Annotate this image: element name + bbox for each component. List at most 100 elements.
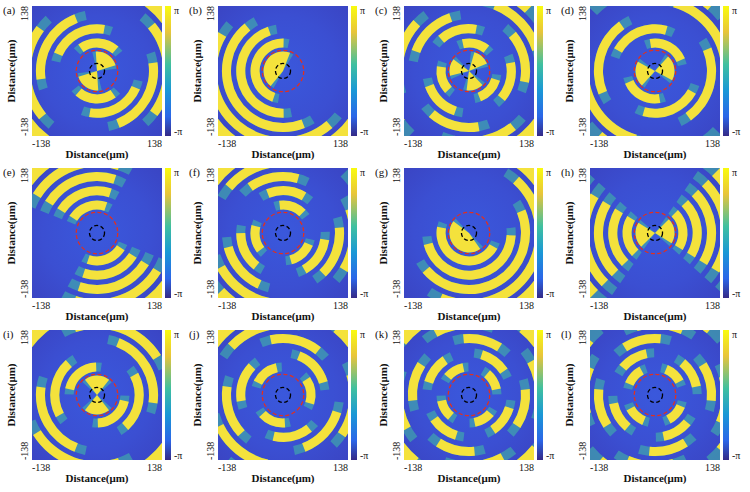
phase-band — [692, 190, 716, 265]
phase-background — [404, 168, 534, 298]
phase-band — [594, 389, 611, 428]
phase-transition — [50, 355, 77, 424]
phase-transition — [265, 420, 318, 442]
phase-band — [635, 62, 655, 86]
phase-transition — [218, 168, 279, 211]
phase-background — [32, 330, 162, 460]
colorbar — [537, 330, 543, 460]
colorbar-tick-label: π — [360, 167, 365, 178]
phase-band — [509, 32, 530, 83]
y-tick-label: 138 — [577, 330, 588, 345]
phase-band — [423, 210, 530, 295]
phase-band — [658, 330, 715, 333]
y-axis-label: Distance(μm) — [563, 39, 576, 102]
phase-transition — [590, 122, 720, 136]
y-tick-label: -138 — [19, 280, 30, 298]
phase-band — [527, 359, 534, 408]
colorbar-tick-label: π — [546, 5, 551, 16]
phase-transition — [427, 169, 534, 298]
x-axis-label: Distance(μm) — [437, 148, 500, 161]
phase-band — [456, 453, 505, 460]
phase-band — [519, 330, 534, 377]
y-tick-label: 138 — [205, 6, 216, 21]
figure: -138 138 -138 138 Distance(μm) Distance(μm) (a… — [0, 0, 750, 492]
phase-transition — [623, 76, 666, 103]
phase-band — [608, 209, 628, 267]
panel-letter: (f) — [189, 166, 200, 179]
y-tick-label: 138 — [19, 168, 30, 183]
x-tick-label: 138 — [147, 300, 162, 311]
x-axis-label: Distance(μm) — [251, 310, 314, 323]
phase-background — [590, 6, 720, 136]
panel-letter: (a) — [3, 4, 16, 17]
x-tick-label: -138 — [32, 300, 50, 311]
colorbar-tick-label: -π — [174, 450, 182, 461]
y-tick-label: 138 — [391, 330, 402, 345]
phase-transition — [330, 360, 348, 447]
plot-area — [590, 330, 720, 460]
aperture-circle — [634, 50, 675, 91]
x-axis-label: Distance(μm) — [251, 148, 314, 161]
phase-band — [218, 330, 242, 383]
phase-transition — [67, 201, 113, 225]
x-tick-label: -138 — [590, 462, 608, 473]
phase-band — [649, 439, 688, 456]
y-tick-label: -138 — [19, 442, 30, 460]
phase-band — [622, 216, 638, 256]
aperture-circle — [275, 387, 290, 402]
phase-transition — [507, 330, 534, 391]
y-axis-label: Distance(μm) — [563, 363, 576, 426]
y-tick-label: 138 — [577, 6, 588, 21]
phase-band — [717, 398, 720, 455]
panel: -138138-138138Distance(μm)Distance(μm)(b… — [189, 4, 370, 163]
aperture-circle — [448, 212, 489, 253]
phase-band — [270, 334, 321, 354]
aperture-circle — [275, 225, 290, 240]
aperture-circle — [275, 63, 290, 78]
y-axis-label: Distance(μm) — [377, 363, 390, 426]
colorbar — [537, 168, 543, 298]
phase-transition — [251, 39, 290, 104]
x-axis-label: Distance(μm) — [623, 472, 686, 485]
y-tick-label: -138 — [577, 118, 588, 136]
phase-transition — [638, 433, 696, 456]
x-tick-label: 138 — [705, 138, 720, 149]
x-tick-label: 138 — [705, 462, 720, 473]
phase-transition — [321, 330, 348, 411]
phase-background — [590, 168, 720, 298]
phase-band — [472, 168, 534, 298]
aperture-circle — [448, 50, 489, 91]
phase-transition — [218, 168, 298, 200]
phase-band — [664, 365, 683, 384]
y-axis-label: Distance(μm) — [5, 363, 18, 426]
plot-area — [404, 168, 534, 298]
phase-background — [32, 6, 162, 136]
phase-transition — [61, 257, 162, 298]
phase-transition — [404, 330, 465, 357]
phase-band — [76, 89, 116, 104]
colorbar — [537, 6, 543, 136]
phase-transition — [676, 195, 701, 265]
x-tick-label: -138 — [404, 138, 422, 149]
phase-transition — [256, 408, 291, 428]
phase-transition — [408, 353, 431, 411]
phase-band — [69, 201, 107, 221]
phase-transition — [622, 330, 696, 340]
phase-band — [625, 366, 644, 385]
phase-band — [218, 53, 348, 136]
phase-band — [596, 457, 653, 460]
phase-transition — [521, 348, 534, 421]
phase-band — [438, 24, 477, 42]
x-tick-label: 138 — [333, 138, 348, 149]
phase-transition — [594, 16, 633, 104]
phase-band — [453, 123, 516, 136]
aperture-circle — [262, 374, 303, 415]
phase-transition — [404, 11, 429, 95]
phase-band — [449, 59, 469, 75]
phase-transition — [432, 24, 485, 47]
panel: -138138-138138Distance(μm)Distance(μm)(e… — [3, 141, 183, 326]
phase-transition — [693, 353, 716, 411]
phase-band — [712, 168, 720, 281]
phase-band — [302, 377, 315, 405]
phase-transition — [427, 433, 485, 456]
